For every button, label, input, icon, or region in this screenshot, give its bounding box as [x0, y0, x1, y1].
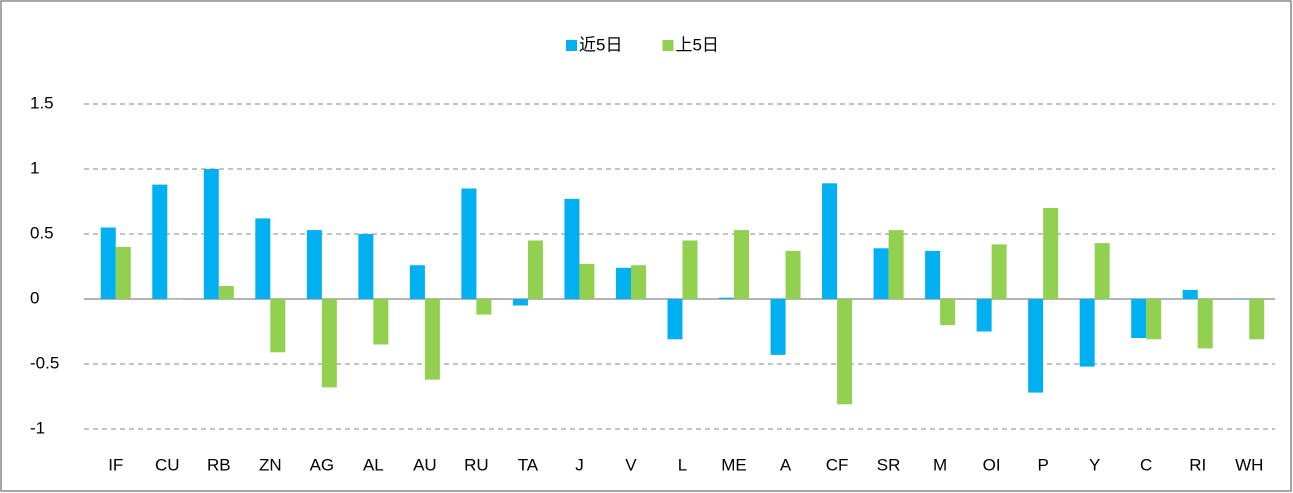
- x-tick-label: J: [575, 455, 584, 474]
- x-tick-label: WH: [1235, 455, 1263, 474]
- bar: [373, 299, 389, 345]
- x-tick-label: ZN: [259, 455, 282, 474]
- x-tick-label: CU: [155, 455, 180, 474]
- bar: [667, 299, 683, 340]
- bar: [1234, 299, 1250, 300]
- bar: [527, 240, 543, 299]
- x-tick-label: Y: [1089, 455, 1100, 474]
- bar: [461, 188, 477, 299]
- x-tick-label: SR: [877, 455, 901, 474]
- x-tick-label: ME: [721, 455, 747, 474]
- x-tick-label: P: [1037, 455, 1048, 474]
- x-tick-label: RU: [464, 455, 489, 474]
- bar: [1131, 299, 1147, 338]
- bar: [770, 299, 786, 355]
- bar: [630, 265, 646, 299]
- bar: [203, 169, 219, 299]
- bar: [785, 250, 801, 299]
- bar: [409, 265, 425, 299]
- x-tick-label: TA: [518, 455, 539, 474]
- bar: [976, 299, 992, 332]
- x-tick-label: A: [780, 455, 792, 474]
- bar: [1079, 299, 1095, 367]
- bar: [306, 230, 322, 299]
- x-tick-label: OI: [983, 455, 1001, 474]
- bar: [1094, 243, 1110, 299]
- bar: [218, 286, 234, 299]
- bar: [115, 247, 131, 299]
- x-tick-label: L: [678, 455, 687, 474]
- y-tick-label: 1: [30, 158, 39, 177]
- bar: [1028, 299, 1044, 393]
- x-tick-label: RI: [1189, 455, 1206, 474]
- bar: [358, 234, 374, 299]
- legend-label: 上5日: [675, 35, 718, 54]
- bar: [564, 198, 580, 299]
- legend-label: 近5日: [579, 35, 622, 54]
- y-tick-label: 0.5: [30, 223, 54, 242]
- bar: [940, 299, 956, 325]
- bar: [1249, 299, 1265, 340]
- bar: [321, 299, 337, 388]
- x-tick-label: C: [1140, 455, 1152, 474]
- y-tick-label: -1: [30, 418, 45, 437]
- y-tick-label: 0: [30, 288, 39, 307]
- x-tick-label: AG: [310, 455, 335, 474]
- bar: [888, 230, 904, 299]
- bar: [255, 218, 271, 299]
- legend-swatch: [662, 40, 674, 51]
- bar: [682, 240, 698, 299]
- bar: [615, 267, 631, 299]
- bar: [719, 297, 735, 299]
- bar: [925, 250, 941, 299]
- bar: [476, 299, 492, 315]
- x-tick-label: CF: [826, 455, 849, 474]
- bar: [167, 299, 183, 300]
- y-tick-label: 1.5: [30, 93, 54, 112]
- bar: [579, 263, 595, 299]
- bar: [822, 183, 838, 299]
- bar: [1043, 208, 1059, 299]
- x-tick-label: AU: [413, 455, 437, 474]
- bar: [1197, 299, 1213, 349]
- legend-swatch: [566, 40, 577, 51]
- bar: [1146, 299, 1162, 340]
- bar: [837, 299, 853, 405]
- bar: [1182, 289, 1198, 299]
- bar: [873, 248, 889, 299]
- x-tick-label: AL: [363, 455, 384, 474]
- x-tick-label: RB: [207, 455, 231, 474]
- bar: [424, 299, 440, 380]
- x-tick-label: V: [625, 455, 637, 474]
- bar: [270, 299, 286, 353]
- bar: [100, 227, 116, 299]
- bar: [512, 299, 528, 306]
- bar: [152, 184, 168, 299]
- x-tick-label: M: [933, 455, 947, 474]
- bar: [734, 230, 750, 299]
- x-tick-label: IF: [108, 455, 123, 474]
- bar: [991, 244, 1007, 299]
- y-tick-label: -0.5: [30, 353, 59, 372]
